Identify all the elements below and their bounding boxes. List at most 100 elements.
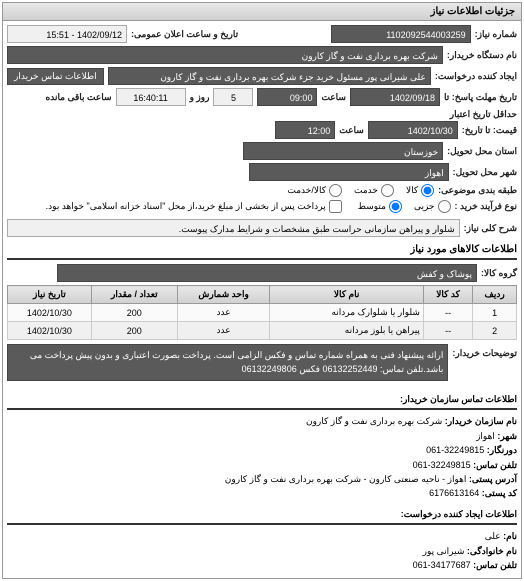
panel-title: جزئیات اطلاعات نیاز: [3, 3, 521, 21]
col-date: تاریخ نیاز: [8, 286, 92, 304]
contact-city: اهواز: [476, 431, 495, 441]
remain-time-field: 16:40:11: [116, 88, 186, 106]
treasury-check[interactable]: پرداخت پس از بخشی از مبلغ خرید،از محل "ا…: [46, 200, 342, 213]
pkg-radio-service-label: خدمت: [354, 185, 378, 196]
buytype-radio-1-input[interactable]: [438, 200, 451, 213]
details-panel: جزئیات اطلاعات نیاز شماره نیاز: 11020925…: [2, 2, 522, 579]
cell-date: 1402/10/30: [8, 322, 92, 340]
buyer-desc-box: ارائه پیشنهاد فنی به همراه شماره تماس و …: [7, 344, 448, 381]
creator-phone: 34177687-061: [413, 560, 471, 570]
cell-name: پیراهن یا بلوز مردانه: [270, 322, 424, 340]
contact-postal: 32249815-061: [426, 445, 484, 455]
cell-unit: عدد: [177, 322, 269, 340]
contact-phone-label: تلفن تماس:: [473, 460, 517, 470]
table-header-row: ردیف کد کالا نام کالا واحد شمارش تعداد /…: [8, 286, 517, 304]
buyer-contact-button[interactable]: اطلاعات تماس خریدار: [7, 68, 104, 85]
table-row: 1 -- شلوار یا شلوارک مردانه عدد 200 1402…: [8, 304, 517, 322]
org-name-label: نام سازمان خریدار:: [445, 416, 517, 426]
contact-postcode: 6176613164: [429, 488, 479, 498]
col-row: ردیف: [473, 286, 517, 304]
pkg-radio-goods-input[interactable]: [421, 184, 434, 197]
req-no-field: 1102092544003259: [331, 25, 471, 43]
contact-section: اطلاعات تماس سازمان خریدار: نام سازمان خ…: [7, 384, 517, 574]
deadline-time-label: ساعت: [321, 92, 346, 103]
remain-days-label: روز و: [190, 92, 210, 103]
panel-body: شماره نیاز: 1102092544003259 تاریخ و ساع…: [3, 21, 521, 578]
announce-field: 1402/09/12 - 15:51: [7, 25, 127, 43]
buytype-radio-1-label: جزیی: [414, 201, 435, 212]
desc-field: شلوار و پیراهن سازمانی حراست طبق مشخصات …: [7, 219, 460, 237]
pkg-radio-goods-label: کالا: [406, 185, 418, 196]
creator-phone-label: تلفن تماس:: [473, 560, 517, 570]
announce-label: تاریخ و ساعت اعلان عمومی:: [131, 29, 238, 40]
treasury-check-input[interactable]: [329, 200, 342, 213]
buytype-radio-1[interactable]: جزیی: [414, 200, 451, 213]
deadline-date-field: 1402/09/18: [350, 88, 440, 106]
pkg-radio-mixed[interactable]: کالا/خدمت: [287, 184, 342, 197]
contact-city-label: شهر:: [497, 431, 517, 441]
treasury-check-label: پرداخت پس از بخشی از مبلغ خرید،از محل "ا…: [46, 201, 326, 212]
buytype-radio-2[interactable]: متوسط: [358, 200, 402, 213]
deadline-label: تاریخ مهلت پاسخ: تا: [444, 92, 517, 103]
cell-date: 1402/10/30: [8, 304, 92, 322]
requester-field: علی شیرانی پور مسئول خرید جزء شرکت بهره …: [108, 67, 431, 85]
col-qty: تعداد / مقدار: [91, 286, 177, 304]
col-code: کد کالا: [423, 286, 472, 304]
creator-fname-label: نام:: [503, 531, 517, 541]
pkg-label: طبقه بندی موضوعی:: [438, 185, 517, 196]
cell-row: 1: [473, 304, 517, 322]
city-field: اهواز: [249, 163, 449, 181]
contact-addr: اهواز - ناحیه صنعتی کارون - شرکت بهره بر…: [225, 474, 467, 484]
buyer-desc-label: توضیحات خریدار:: [452, 344, 517, 359]
cell-qty: 200: [91, 322, 177, 340]
deadline-time-field: 09:00: [257, 88, 317, 106]
valid-to-label: قیمت: تا تاریخ:: [462, 125, 517, 136]
cell-unit: عدد: [177, 304, 269, 322]
valid-time-field: 12:00: [275, 121, 335, 139]
requester-label: ایجاد کننده درخواست:: [435, 71, 517, 82]
req-no-label: شماره نیاز:: [475, 29, 517, 40]
cell-name: شلوار یا شلوارک مردانه: [270, 304, 424, 322]
col-name: نام کالا: [270, 286, 424, 304]
city-label: شهر محل تحویل:: [453, 167, 517, 178]
creator-lname: شیرانی پور: [423, 546, 465, 556]
buytype-radio-2-input[interactable]: [389, 200, 402, 213]
pkg-radio-mixed-input[interactable]: [329, 184, 342, 197]
pkg-radio-group: کالا خدمت کالا/خدمت: [287, 184, 434, 197]
remain-suffix: ساعت باقی مانده: [46, 92, 112, 103]
desc-label: شرح کلی نیاز:: [464, 223, 517, 234]
pkg-radio-service-input[interactable]: [381, 184, 394, 197]
buyer-org-label: نام دستگاه خریدار:: [447, 50, 517, 61]
remain-days-field: 5: [213, 88, 253, 106]
buyer-org-field: شرکت بهره برداری نفت و گاز کارون: [7, 46, 443, 64]
creator-fname: علی: [485, 531, 501, 541]
cell-qty: 200: [91, 304, 177, 322]
group-field: پوشاک و کفش: [57, 264, 477, 282]
goods-section-title: اطلاعات کالاهای مورد نیاز: [7, 241, 517, 260]
group-label: گروه کالا:: [481, 268, 517, 279]
goods-table: ردیف کد کالا نام کالا واحد شمارش تعداد /…: [7, 285, 517, 340]
valid-time-label: ساعت: [339, 125, 364, 136]
province-field: خوزستان: [243, 142, 443, 160]
org-name: شرکت بهره برداری نفت و گاز کارون: [306, 416, 442, 426]
buytype-radio-2-label: متوسط: [358, 201, 386, 212]
creator-lname-label: نام خانوادگی:: [467, 546, 517, 556]
cell-row: 2: [473, 322, 517, 340]
contact-postcode-label: کد پستی:: [482, 488, 517, 498]
pkg-radio-goods[interactable]: کالا: [406, 184, 434, 197]
valid-from-label: حداقل تاریخ اعتبار: [427, 109, 517, 120]
pkg-radio-mixed-label: کالا/خدمت: [287, 185, 326, 196]
pkg-radio-service[interactable]: خدمت: [354, 184, 394, 197]
province-label: استان محل تحویل:: [447, 146, 517, 157]
org-contact-title: اطلاعات تماس سازمان خریدار:: [7, 392, 517, 410]
contact-phone: 32249815-061: [413, 460, 471, 470]
buytype-label: نوع فرآیند خرید :: [455, 201, 518, 212]
cell-code: --: [423, 322, 472, 340]
valid-date-field: 1402/10/30: [368, 121, 458, 139]
table-row: 2 -- پیراهن یا بلوز مردانه عدد 200 1402/…: [8, 322, 517, 340]
col-unit: واحد شمارش: [177, 286, 269, 304]
creator-contact-title: اطلاعات ایجاد کننده درخواست:: [7, 507, 517, 525]
cell-code: --: [423, 304, 472, 322]
contact-addr-label: آدرس پستی:: [469, 474, 517, 484]
contact-postal-label: دورنگار:: [487, 445, 517, 455]
